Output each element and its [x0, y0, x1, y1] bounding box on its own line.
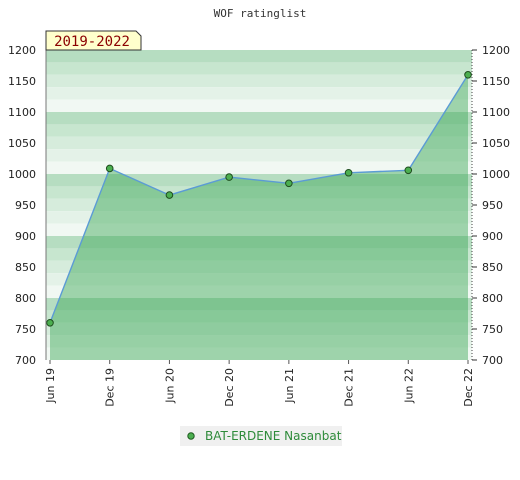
- x-tick-label: Dec 20: [223, 368, 236, 407]
- chart-title: WOF ratinglist: [214, 7, 307, 20]
- legend-marker-icon: [187, 432, 195, 440]
- y-tick-label-right: 800: [482, 292, 503, 305]
- y-tick-label-right: 900: [482, 230, 503, 243]
- y-tick-label-left: 750: [15, 323, 36, 336]
- grid-band: [46, 50, 472, 63]
- grid-band: [46, 236, 472, 249]
- axes: [45, 50, 473, 360]
- data-point: [225, 173, 233, 181]
- grid-band: [46, 186, 472, 199]
- data-point: [105, 164, 114, 173]
- y-tick-label-left: 950: [15, 199, 36, 212]
- period-badge-label: 2019-2022: [54, 34, 130, 50]
- area-fill: [50, 74, 468, 361]
- grid-band: [46, 298, 472, 311]
- grid-band: [46, 74, 472, 88]
- x-tick-label: Dec 19: [104, 368, 117, 407]
- data-point: [165, 191, 174, 199]
- x-tick-label: Jun 21: [283, 368, 296, 404]
- grid-band: [46, 62, 472, 75]
- y-tick-label-right: 750: [482, 323, 503, 336]
- grid-band: [46, 223, 472, 236]
- y-tick-label-left: 1150: [8, 75, 36, 88]
- x-tick-label: Jun 22: [402, 368, 415, 404]
- grid-band: [46, 248, 472, 261]
- legend[interactable]: BAT-ERDENE Nasanbat: [180, 426, 342, 446]
- data-point: [464, 71, 472, 79]
- grid-band: [46, 136, 472, 150]
- y-tick-label-left: 1200: [8, 44, 36, 57]
- grid-band: [46, 322, 472, 336]
- legend-label: BAT-ERDENE Nasanbat: [205, 429, 342, 443]
- y-tick-label-right: 1100: [482, 106, 510, 119]
- grid-band: [46, 198, 472, 212]
- series-area: [50, 74, 468, 361]
- grid-band: [46, 260, 472, 274]
- y-tick-label-left: 900: [15, 230, 36, 243]
- grid-band: [46, 149, 472, 162]
- y-axis-right-ticks: 700 750 800 850 900 950 1000 1050 1100 1150 1200: [472, 44, 510, 367]
- data-markers: [46, 71, 472, 327]
- grid-band: [46, 347, 472, 360]
- y-tick-label-left: 700: [15, 354, 36, 367]
- grid-band: [46, 335, 472, 348]
- y-tick-label-right: 950: [482, 199, 503, 212]
- data-point: [285, 179, 293, 188]
- data-point: [404, 166, 413, 175]
- grid-band: [46, 161, 472, 174]
- y-tick-label-left: 1050: [8, 137, 36, 150]
- series-line-layer: [49, 74, 469, 324]
- y-tick-label-right: 1000: [482, 168, 510, 181]
- grid-band: [46, 87, 472, 100]
- grid-band: [46, 211, 472, 224]
- x-axis-ticks: Jun 19 Dec 19 Jun 20 Dec 20 Jun 21 Dec 21 Jun …: [44, 360, 475, 407]
- y-tick-label-left: 1100: [8, 106, 36, 119]
- y-tick-label-left: 850: [15, 261, 36, 274]
- y-tick-label-left: 800: [15, 292, 36, 305]
- data-point: [46, 319, 54, 327]
- grid-band: [46, 99, 472, 112]
- background-bands: [46, 50, 472, 360]
- grid-band: [46, 273, 472, 286]
- grid-band: [46, 310, 472, 323]
- y-tick-label-right: 850: [482, 261, 503, 274]
- data-point: [344, 168, 353, 177]
- y-tick-label-right: 1200: [482, 44, 510, 57]
- y-tick-label-left: 1000: [8, 168, 36, 181]
- x-tick-label: Dec 21: [343, 368, 356, 407]
- y-tick-label-right: 1050: [482, 137, 510, 150]
- x-tick-label: Jun 20: [163, 368, 176, 404]
- series-line: [49, 74, 469, 324]
- y-tick-label-right: 1150: [482, 75, 510, 88]
- y-axis-left-ticks: 700 750 800 850 900 950 1000 1050 1100 1150 1200: [8, 44, 36, 367]
- x-tick-label: Jun 19: [44, 368, 57, 404]
- grid-band: [46, 112, 472, 125]
- y-tick-label-right: 700: [482, 354, 503, 367]
- x-tick-label: Dec 22: [462, 368, 475, 407]
- grid-band: [46, 285, 472, 298]
- grid-band: [46, 124, 472, 137]
- period-badge: 2019-2022: [45, 30, 142, 51]
